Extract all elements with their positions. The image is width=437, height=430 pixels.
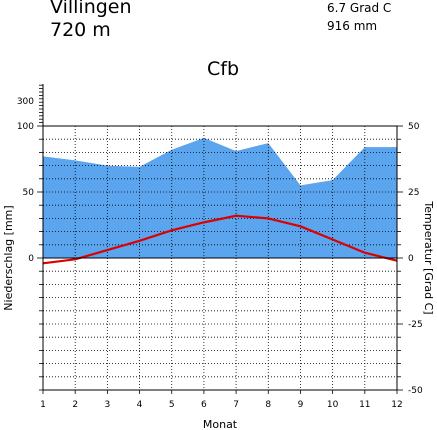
x-tick-label: 8 bbox=[265, 400, 271, 410]
x-tick-label: 10 bbox=[327, 400, 339, 410]
left-tick-label: 300 bbox=[17, 97, 34, 107]
temperature-line bbox=[42, 214, 398, 265]
x-tick-label: 1 bbox=[40, 400, 46, 410]
right-tick-label: 25 bbox=[408, 188, 419, 198]
annual-precipitation: 916 mm bbox=[327, 19, 378, 33]
x-tick-label: 11 bbox=[359, 400, 370, 410]
precipitation-area bbox=[43, 137, 397, 258]
right-tick-label: -25 bbox=[408, 320, 423, 330]
x-tick-label: 7 bbox=[233, 400, 239, 410]
station-elevation: 720 m bbox=[50, 19, 111, 41]
x-tick-label: 9 bbox=[298, 400, 304, 410]
x-tick-label: 2 bbox=[72, 400, 78, 410]
right-tick-label: 0 bbox=[408, 254, 414, 264]
right-tick-label: 50 bbox=[408, 122, 420, 132]
right-tick-label: -50 bbox=[408, 386, 423, 396]
x-tick-label: 12 bbox=[391, 400, 402, 410]
station-name: Villingen bbox=[50, 0, 132, 18]
right-axis-title: Temperatur [Grad C] bbox=[422, 200, 435, 314]
x-tick-label: 3 bbox=[104, 400, 110, 410]
climate-classification: Cfb bbox=[207, 58, 240, 80]
x-tick-label: 6 bbox=[201, 400, 207, 410]
left-tick-label: 0 bbox=[28, 254, 34, 264]
left-tick-label: 100 bbox=[17, 122, 34, 132]
left-tick-label: 50 bbox=[23, 188, 35, 198]
x-tick-label: 4 bbox=[137, 400, 143, 410]
mean-temperature: 6.7 Grad C bbox=[327, 1, 392, 15]
x-axis-title: Monat bbox=[203, 418, 238, 430]
x-tick-label: 5 bbox=[169, 400, 175, 410]
left-axis-title: Niederschlag [mm] bbox=[2, 205, 15, 310]
